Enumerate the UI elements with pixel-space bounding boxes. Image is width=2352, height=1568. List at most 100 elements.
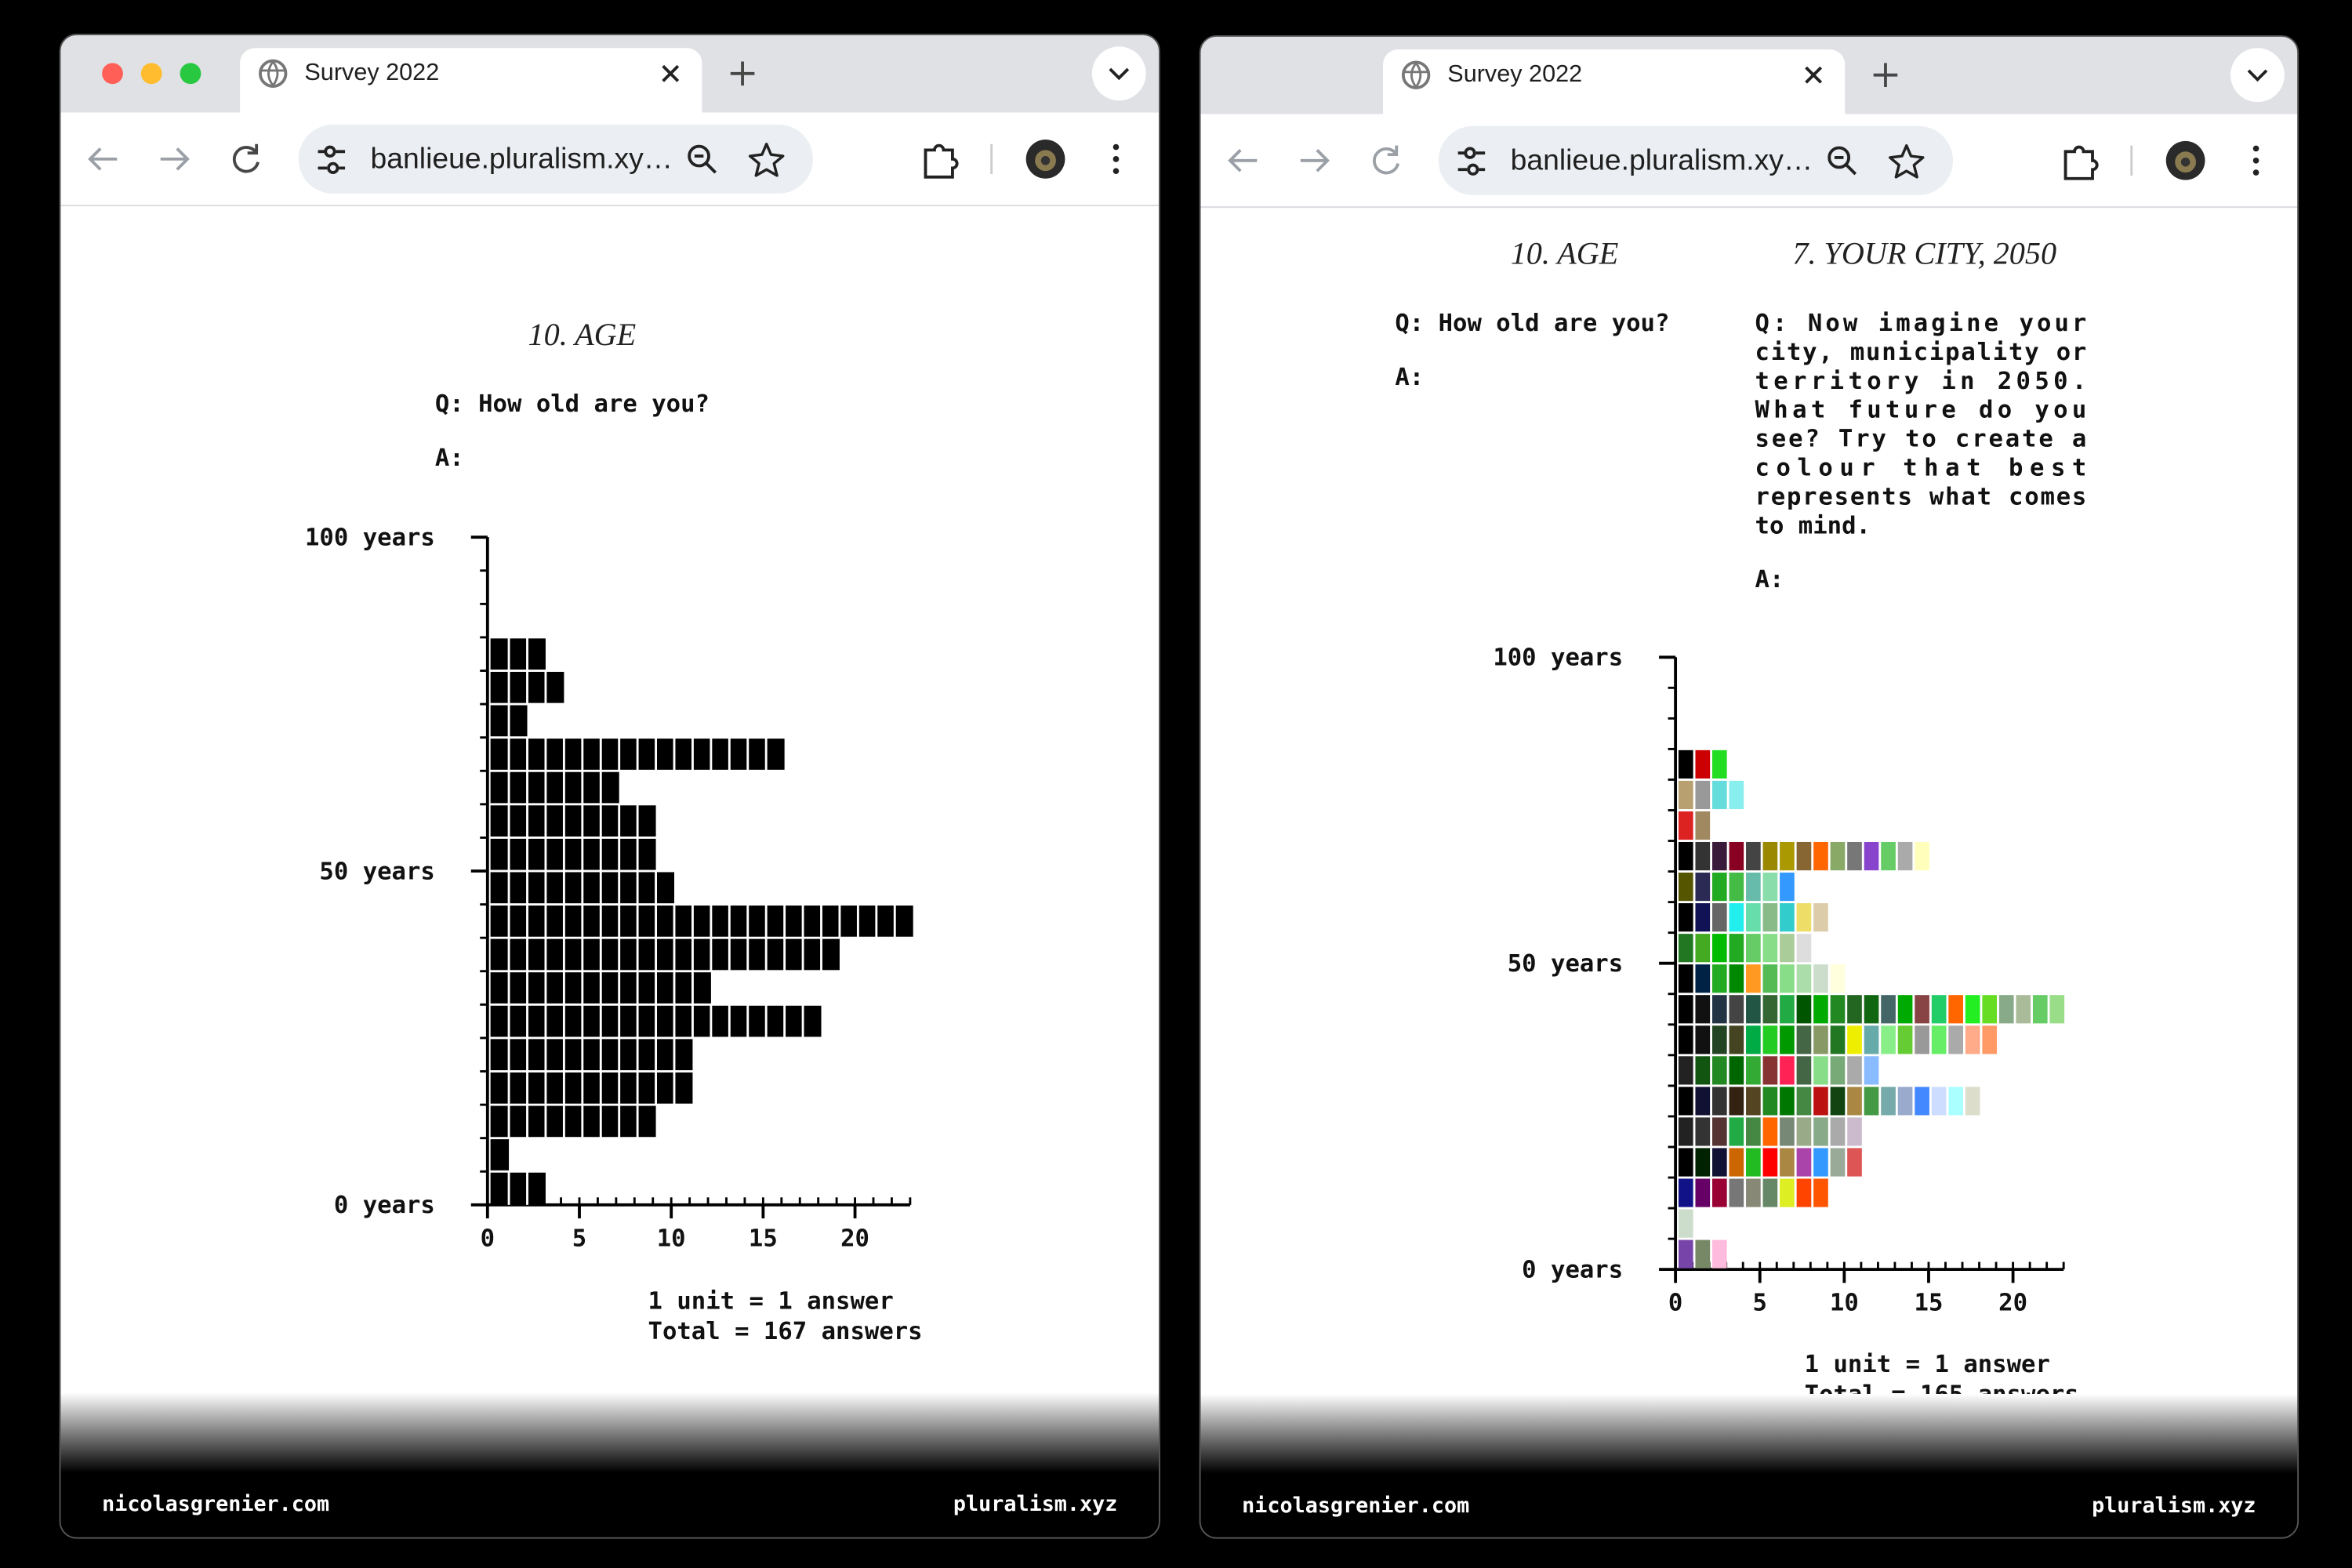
back-button[interactable] — [1228, 149, 1258, 172]
answer-swatch — [1678, 903, 1693, 932]
site-settings — [324, 145, 336, 158]
answer-swatch — [1695, 873, 1711, 902]
answer-swatch — [1830, 995, 1846, 1024]
answer-swatch — [1711, 1117, 1727, 1146]
site-settings — [1464, 147, 1476, 159]
window-border — [1199, 34, 2299, 1539]
new-tab[interactable] — [730, 61, 755, 86]
x-tick-label: 15 — [749, 1225, 778, 1252]
menu-dot[interactable] — [1112, 156, 1120, 162]
answer-swatch — [1780, 964, 1795, 993]
extensions[interactable] — [924, 143, 959, 179]
answer-swatch — [1746, 873, 1761, 902]
menu-dot[interactable] — [2252, 145, 2259, 152]
bookmark-star[interactable] — [748, 143, 785, 177]
answer-swatch — [1762, 1056, 1778, 1085]
y-tick-label: 0 years — [1522, 1257, 1623, 1284]
x-tick-label: 0 — [1668, 1290, 1682, 1317]
chart-note: 1 unit = 1 answer — [648, 1288, 894, 1316]
bar — [490, 838, 656, 870]
y-tick-label: 100 years — [305, 524, 435, 552]
question-text: to mind. — [1755, 512, 1871, 539]
answer-swatch — [1695, 1178, 1711, 1207]
url: banlieue.pluralism.xy… — [371, 142, 673, 175]
new-tab[interactable] — [1873, 63, 1898, 88]
answer-swatch — [1881, 1025, 1896, 1054]
site-settings — [1457, 151, 1486, 172]
url: banlieue.pluralism.xy… — [1511, 143, 1813, 176]
answer-swatch — [1796, 903, 1812, 932]
answer-swatch — [1965, 995, 1980, 1024]
address-bar[interactable] — [298, 124, 813, 194]
footer-link[interactable]: nicolasgrenier.com — [102, 1492, 329, 1516]
reload-button[interactable] — [232, 143, 260, 173]
answer-swatch — [1695, 780, 1711, 810]
forward-button[interactable] — [1300, 149, 1330, 172]
site-settings — [318, 150, 346, 170]
question-heading: 10. AGE — [528, 317, 637, 352]
answer-swatch — [2049, 995, 2065, 1024]
zoom-icon[interactable] — [1828, 146, 1851, 169]
answer-swatch — [1881, 1087, 1896, 1116]
zoom-icon — [694, 154, 717, 174]
bar — [490, 1039, 693, 1071]
menu-dot[interactable] — [2252, 169, 2259, 176]
answer-swatch — [1678, 1025, 1693, 1054]
bookmark-star[interactable] — [1888, 143, 1925, 179]
address-bar[interactable] — [1438, 125, 1954, 195]
y-tick-label: 100 years — [1493, 644, 1623, 672]
tab-close[interactable] — [1805, 66, 1823, 84]
footer-link[interactable]: nicolasgrenier.com — [1242, 1494, 1469, 1518]
active-tab[interactable] — [1383, 49, 1846, 134]
answer-swatch — [1746, 934, 1761, 963]
reload-button[interactable] — [1373, 145, 1400, 175]
tab-title: Survey 2022 — [304, 59, 439, 85]
answer-swatch — [1695, 1056, 1711, 1085]
footer-link[interactable]: pluralism.xyz — [953, 1492, 1117, 1516]
answer-swatch — [1813, 1117, 1828, 1146]
footer-link[interactable]: pluralism.xyz — [2092, 1494, 2256, 1518]
answer-swatch — [1847, 1025, 1862, 1054]
extensions[interactable] — [2063, 145, 2099, 180]
x-tick-label: 20 — [1998, 1290, 2027, 1317]
answer-swatch — [1678, 1087, 1693, 1116]
answer-swatch — [1813, 964, 1828, 993]
forward-button[interactable] — [160, 147, 190, 171]
window-control[interactable] — [180, 63, 201, 85]
answer-swatch — [1780, 841, 1795, 871]
answer-swatch — [1678, 934, 1693, 963]
bar — [490, 1172, 546, 1204]
tab-close[interactable] — [662, 64, 680, 82]
window-control[interactable] — [102, 63, 123, 85]
active-tab[interactable] — [240, 48, 702, 132]
menu-dot[interactable] — [1112, 168, 1120, 175]
answer-swatch — [1762, 995, 1778, 1024]
answer-swatch — [1729, 934, 1744, 963]
answer-swatch — [1998, 995, 2014, 1024]
answer-swatch — [1711, 1178, 1727, 1207]
bar — [490, 1139, 510, 1171]
answer-swatch — [1711, 1148, 1727, 1177]
question-heading: 10. AGE — [1511, 235, 1619, 270]
bar — [490, 771, 619, 804]
answer-swatch — [1762, 1178, 1778, 1207]
menu-dot[interactable] — [1112, 143, 1120, 151]
zoom-icon[interactable] — [688, 144, 710, 168]
window-control[interactable] — [140, 63, 162, 85]
answer-swatch — [1711, 841, 1727, 871]
window-border — [59, 34, 1160, 1539]
menu-dot[interactable] — [2252, 157, 2259, 164]
tab-search-icon — [1109, 67, 1130, 81]
x-tick-label: 10 — [1830, 1290, 1859, 1317]
tab-search[interactable] — [1091, 46, 1146, 101]
back-button[interactable] — [88, 147, 118, 171]
answer-swatch — [1695, 750, 1711, 779]
tab-search[interactable] — [2230, 48, 2285, 103]
answer-swatch — [1695, 964, 1711, 993]
question-text: represents what comes — [1755, 484, 2087, 511]
answer-swatch — [1746, 841, 1761, 871]
answer-swatch — [1678, 1056, 1693, 1085]
answer-swatch — [1780, 1178, 1795, 1207]
answer-swatch — [1678, 1178, 1693, 1207]
answer-swatch — [1695, 1240, 1711, 1269]
